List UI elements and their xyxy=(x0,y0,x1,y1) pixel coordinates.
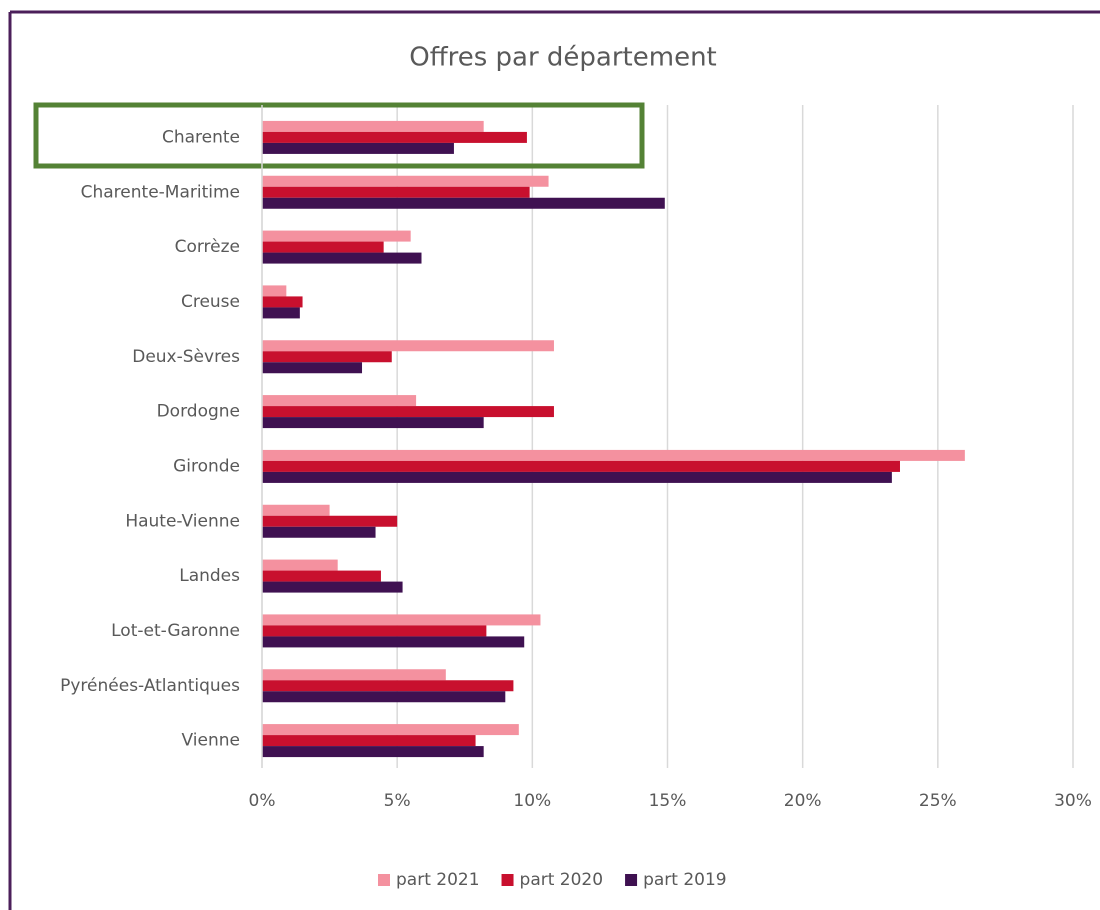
legend-swatch xyxy=(378,874,390,886)
x-tick-label: 20% xyxy=(784,791,822,811)
y-tick-label: Deux-Sèvres xyxy=(132,347,240,367)
bar xyxy=(262,735,476,747)
bars xyxy=(262,120,965,758)
bar xyxy=(262,680,514,692)
bar xyxy=(262,142,454,154)
highlight-box xyxy=(33,102,645,169)
bar xyxy=(262,120,484,132)
y-tick-label: Gironde xyxy=(173,456,240,476)
x-tick-label: 5% xyxy=(384,791,411,811)
legend-swatch xyxy=(501,874,514,886)
bar xyxy=(262,691,506,703)
bar xyxy=(262,669,446,681)
bar xyxy=(262,285,287,297)
bar xyxy=(262,570,381,582)
bar xyxy=(262,406,554,418)
bar xyxy=(262,307,300,319)
y-tick-label: Charente xyxy=(162,127,240,147)
bar xyxy=(262,625,487,637)
x-tick-label: 30% xyxy=(1054,791,1092,811)
bar xyxy=(262,581,403,593)
y-tick-label: Corrèze xyxy=(175,237,240,257)
y-tick-label: Landes xyxy=(179,566,240,586)
bar xyxy=(262,340,554,352)
y-tick-label: Pyrénées-Atlantiques xyxy=(60,676,240,696)
bar xyxy=(262,449,965,461)
bar xyxy=(262,636,525,648)
bar xyxy=(262,241,384,253)
y-tick-label: Haute-Vienne xyxy=(125,511,240,531)
bar xyxy=(262,746,484,758)
legend-label: part 2019 xyxy=(643,870,727,890)
x-tick-label: 0% xyxy=(249,791,276,811)
bar xyxy=(262,131,527,143)
x-tick-label: 25% xyxy=(919,791,957,811)
bar xyxy=(262,417,484,429)
bar xyxy=(262,614,541,626)
x-tick-label: 15% xyxy=(649,791,687,811)
legend-label: part 2021 xyxy=(396,870,480,890)
bar xyxy=(262,197,665,209)
y-tick-label: Charente-Maritime xyxy=(81,182,240,202)
bar xyxy=(262,515,398,527)
bar xyxy=(262,504,330,516)
y-tick-label: Creuse xyxy=(181,292,240,312)
chart-title: Offres par département xyxy=(409,43,717,73)
bar xyxy=(262,252,422,264)
y-tick-label: Lot-et-Garonne xyxy=(111,621,240,641)
bar xyxy=(262,230,411,242)
legend-swatch xyxy=(625,874,638,886)
bar xyxy=(262,471,892,483)
bar xyxy=(262,724,519,736)
bar xyxy=(262,362,363,374)
x-tick-label: 10% xyxy=(513,791,551,811)
legend-label: part 2020 xyxy=(520,870,604,890)
bar xyxy=(262,559,338,571)
bar xyxy=(262,460,900,472)
bar xyxy=(262,175,549,187)
y-tick-label: Dordogne xyxy=(157,402,240,422)
bar xyxy=(262,186,530,198)
bar xyxy=(262,296,303,308)
y-tick-label: Vienne xyxy=(182,731,240,751)
bar xyxy=(262,526,376,538)
bar xyxy=(262,395,417,407)
bar xyxy=(262,351,392,363)
